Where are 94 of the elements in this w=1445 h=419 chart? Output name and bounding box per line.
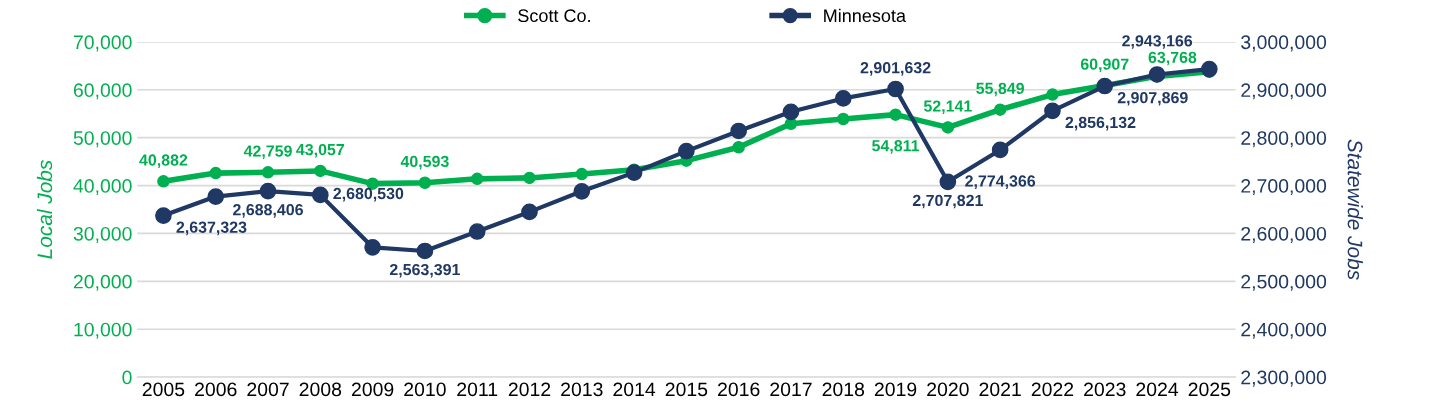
point: [470, 172, 484, 186]
data-label: 2,907,869: [1117, 91, 1188, 106]
y2-tick-label: 3,000,000: [1241, 35, 1327, 52]
data-label: 2,563,391: [389, 263, 460, 278]
point: [625, 164, 643, 181]
x-tick-label: 2022: [1031, 382, 1074, 397]
x-tick-label: 2020: [927, 382, 969, 397]
x-tick-label: 2018: [822, 382, 865, 397]
data-label: 2,943,166: [1122, 35, 1193, 49]
point: [575, 167, 589, 181]
point: [468, 223, 486, 240]
y2-tick-label: 2,300,000: [1241, 370, 1327, 387]
legend-label: Minnesota: [824, 8, 906, 23]
y2-tick-label: 2,400,000: [1241, 322, 1327, 339]
point: [941, 121, 955, 134]
data-label: 43,057: [296, 143, 345, 158]
data-label: 52,141: [923, 100, 972, 115]
data-label: 60,907: [1080, 58, 1129, 73]
point: [364, 238, 381, 256]
point: [573, 182, 591, 200]
point: [521, 203, 538, 221]
x-tick-label: 2007: [247, 382, 289, 397]
point: [157, 175, 170, 188]
data-label: 55,849: [976, 82, 1024, 97]
x-tick-label: 2010: [404, 382, 446, 397]
point: [314, 164, 327, 178]
point: [261, 166, 275, 179]
point: [837, 112, 850, 126]
data-label: 40,882: [139, 154, 188, 168]
point: [993, 103, 1007, 116]
x-tick-label: 2011: [457, 382, 498, 397]
x-tick-label: 2008: [299, 382, 342, 397]
x-tick-label: 2019: [874, 382, 917, 397]
point: [1046, 88, 1059, 101]
point: [259, 182, 277, 200]
x-tick-label: 2023: [1084, 382, 1126, 397]
point: [209, 166, 222, 180]
point: [991, 141, 1009, 159]
x-tick-label: 2015: [665, 382, 708, 397]
y-tick-label: 30,000: [73, 226, 132, 243]
point: [732, 140, 745, 154]
y-axis-title: Local Jobs: [36, 160, 53, 259]
point: [678, 142, 695, 160]
point: [416, 242, 434, 260]
x-tick-label: 2025: [1188, 382, 1231, 397]
y-tick-label: 50,000: [73, 131, 132, 148]
x-tick-label: 2017: [770, 382, 812, 397]
data-label: 2,688,406: [233, 204, 303, 218]
point: [834, 90, 852, 107]
x-tick-label: 2021: [979, 382, 1021, 397]
data-label: 40,593: [400, 155, 449, 170]
y2-tick-label: 2,500,000: [1241, 274, 1327, 291]
point: [730, 122, 748, 140]
data-label: 63,768: [1148, 51, 1197, 66]
data-label: 2,680,530: [333, 187, 404, 202]
x-tick-label: 2016: [718, 382, 760, 397]
x-tick-label: 2024: [1136, 382, 1179, 397]
y2-tick-label: 2,700,000: [1241, 179, 1327, 196]
data-label: 2,774,366: [965, 175, 1036, 189]
data-label: 54,811: [872, 140, 920, 154]
y2-tick-label: 2,900,000: [1241, 83, 1327, 100]
x-tick-label: 2013: [561, 382, 603, 397]
x-tick-label: 2012: [508, 382, 551, 397]
point: [1200, 60, 1218, 78]
y2-tick-label: 2,600,000: [1241, 226, 1327, 243]
point: [1044, 102, 1061, 120]
y-tick-label: 40,000: [73, 179, 132, 196]
y-tick-label: 20,000: [73, 274, 132, 291]
data-label: 2,637,323: [176, 221, 247, 236]
point: [311, 186, 329, 204]
point: [782, 103, 800, 121]
point: [523, 171, 536, 185]
y-tick-label: 0: [122, 370, 132, 385]
point: [887, 80, 904, 98]
x-tick-label: 2014: [613, 382, 656, 397]
x-tick-label: 2006: [195, 382, 237, 397]
legend-label: Scott Co.: [518, 9, 590, 23]
point: [1148, 66, 1166, 83]
point: [418, 176, 432, 189]
data-label: 42,759: [243, 145, 292, 159]
point: [939, 173, 957, 191]
y2-axis-title: Statewide Jobs: [1347, 139, 1363, 280]
point: [155, 207, 172, 224]
x-tick-label: 2009: [351, 382, 394, 397]
data-label: 2,707,821: [912, 194, 983, 209]
data-label: 2,856,132: [1065, 116, 1136, 131]
point: [207, 188, 225, 205]
x-tick-label: 2005: [142, 382, 185, 397]
y-tick-label: 10,000: [74, 322, 132, 339]
y-tick-label: 70,000: [73, 35, 132, 52]
y2-tick-label: 2,800,000: [1241, 131, 1327, 148]
point: [889, 108, 902, 121]
data-label: 2,901,632: [860, 62, 931, 76]
y-tick-label: 60,000: [73, 83, 132, 100]
